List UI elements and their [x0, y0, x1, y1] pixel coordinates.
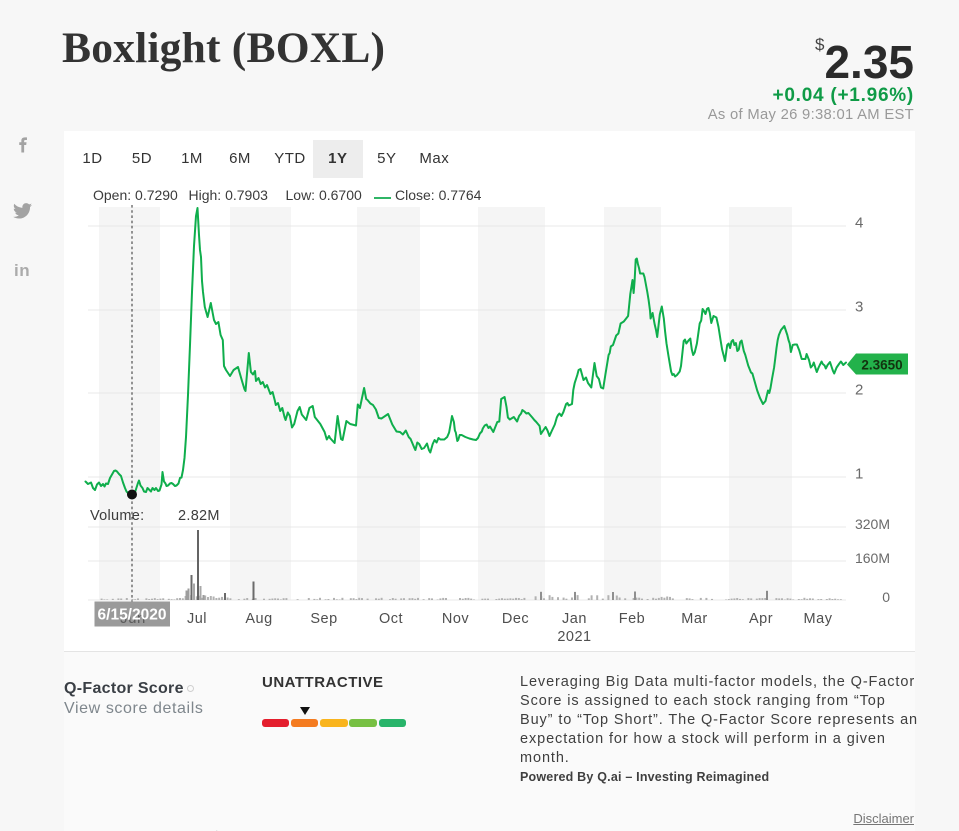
svg-text:3: 3: [855, 298, 863, 315]
svg-text:Nov: Nov: [442, 611, 470, 627]
svg-text:Dec: Dec: [502, 611, 529, 627]
svg-text:Sep: Sep: [310, 611, 337, 627]
svg-text:Jul: Jul: [187, 611, 207, 627]
svg-text:Jun: Jun: [120, 610, 146, 627]
svg-text:2.82M: 2.82M: [178, 508, 220, 524]
svg-text:Jan: Jan: [562, 611, 587, 627]
svg-text:0: 0: [882, 589, 890, 605]
svg-text:Feb: Feb: [619, 611, 646, 627]
svg-text:1: 1: [855, 465, 863, 482]
svg-text:Volume:: Volume:: [90, 508, 145, 524]
svg-text:Apr: Apr: [749, 611, 773, 627]
svg-text:Oct: Oct: [379, 611, 403, 627]
svg-text:320M: 320M: [855, 516, 890, 532]
svg-text:6/15/2020: 6/15/2020: [98, 607, 167, 624]
svg-text:2021: 2021: [557, 629, 591, 645]
svg-text:4: 4: [855, 214, 863, 231]
svg-text:160M: 160M: [855, 550, 890, 566]
svg-text:Mar: Mar: [681, 611, 707, 627]
svg-text:2.3650: 2.3650: [861, 358, 902, 373]
svg-text:Aug: Aug: [245, 611, 272, 627]
svg-text:May: May: [804, 611, 833, 627]
svg-text:2: 2: [855, 381, 863, 398]
